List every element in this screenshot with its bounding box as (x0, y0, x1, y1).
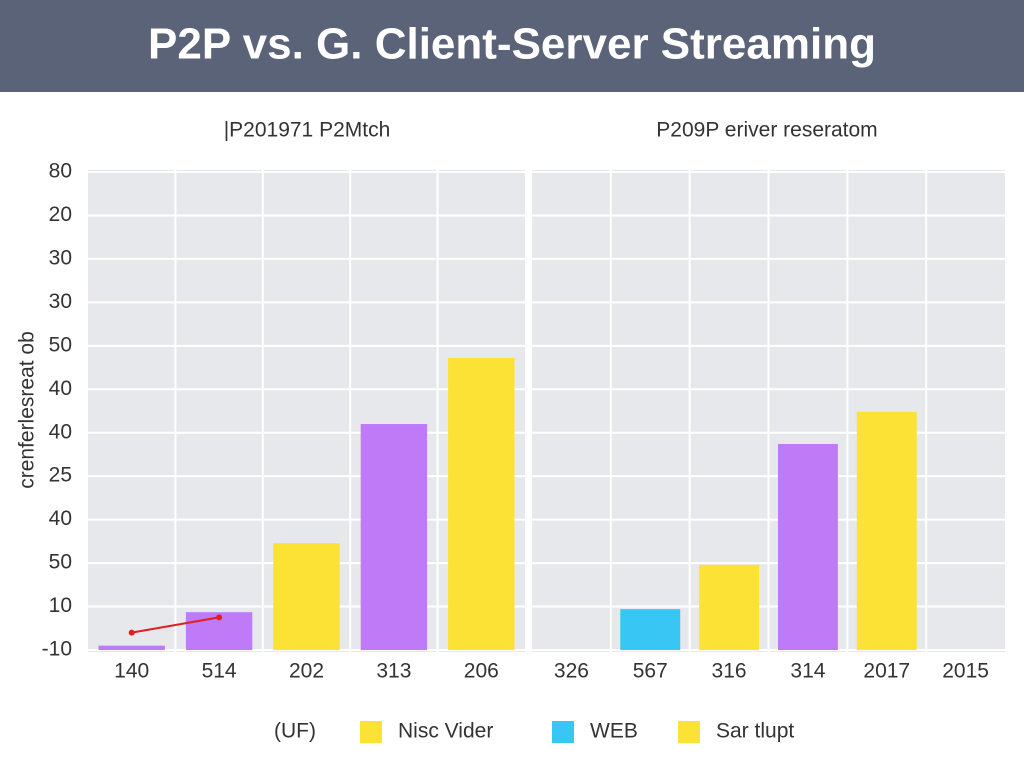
legend-swatch (552, 721, 574, 743)
x-tick-label: 316 (712, 660, 747, 683)
trend-line (131, 616, 220, 634)
x-tick-label: 2015 (942, 660, 989, 683)
x-tick-label: 567 (633, 660, 668, 683)
bar (620, 609, 681, 650)
trend-point (128, 629, 135, 636)
legend-label: WEB (590, 720, 638, 743)
y-tick-label: 30 (49, 290, 72, 313)
bar (273, 543, 340, 650)
y-tick-label: 30 (49, 246, 72, 269)
legend-swatch (360, 721, 382, 743)
legend-label: Sar tlupt (716, 720, 794, 743)
y-tick-label: 40 (49, 507, 72, 530)
y-tick-label: 20 (49, 203, 72, 226)
y-tick-label: 50 (49, 333, 72, 356)
x-tick-label: 2017 (863, 660, 910, 683)
x-tick-label: 314 (790, 660, 825, 683)
y-tick-label: 25 (49, 464, 72, 487)
x-tick-label: 206 (464, 660, 499, 683)
x-tick-label: 514 (202, 660, 237, 683)
bar (856, 411, 917, 650)
panel-title: |P201971 P2Mtch (224, 119, 391, 142)
x-tick-label: 326 (554, 660, 589, 683)
y-axis-label: crenferlesreat ob (16, 331, 39, 489)
title-bar (0, 0, 1024, 92)
legend-title: (UF) (274, 720, 316, 743)
y-tick-label: 50 (49, 551, 72, 574)
x-tick-label: 313 (376, 660, 411, 683)
chart-title: P2P vs. G. Client-Server Streaming (148, 20, 876, 69)
y-tick-label: 10 (49, 594, 72, 617)
x-tick-label: 202 (289, 660, 324, 683)
bar (777, 444, 838, 650)
legend-label: Nisc Vider (398, 720, 493, 743)
x-tick-label: 140 (114, 660, 149, 683)
y-tick-label: 80 (49, 160, 72, 183)
y-tick-label: 40 (49, 377, 72, 400)
bar (98, 645, 165, 650)
panel-title: P209P eriver reseratom (656, 119, 877, 142)
y-tick-label: -10 (42, 638, 72, 661)
bar (699, 564, 760, 650)
y-tick-label: 40 (49, 420, 72, 443)
bar (360, 424, 428, 650)
bar (448, 357, 515, 650)
trend-point (216, 614, 223, 621)
legend-swatch (678, 721, 700, 743)
